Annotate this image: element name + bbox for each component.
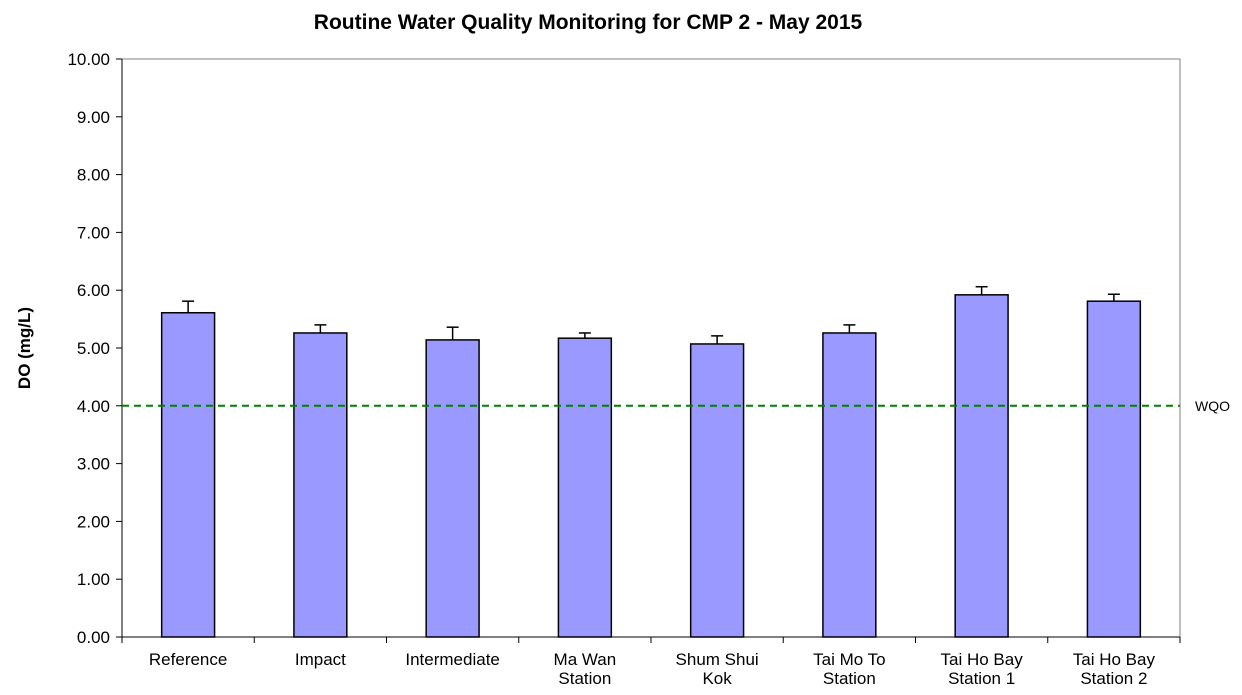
chart-title: Routine Water Quality Monitoring for CMP… xyxy=(314,11,863,34)
error-bar xyxy=(314,324,327,333)
bar xyxy=(954,294,1009,638)
error-bar xyxy=(711,335,724,344)
bar xyxy=(689,343,745,638)
error-bar xyxy=(1107,293,1120,302)
x-tick-label: Tai Ho Bay Station 2 xyxy=(1072,650,1155,688)
error-bar xyxy=(975,285,988,295)
y-tick-label: 3.00 xyxy=(77,455,110,474)
bar xyxy=(557,337,613,638)
y-axis-title: DO (mg/L) xyxy=(15,307,34,389)
y-tick-label: 4.00 xyxy=(77,397,110,416)
y-tick-label: 9.00 xyxy=(77,108,110,127)
error-bar xyxy=(578,332,591,339)
y-tick-label: 6.00 xyxy=(77,281,110,300)
error-bar xyxy=(446,326,459,340)
y-tick-label: 8.00 xyxy=(77,166,110,185)
error-bar xyxy=(182,300,195,313)
x-tick-label: Tai Ho Bay Station 1 xyxy=(940,650,1023,688)
y-tick-label: 7.00 xyxy=(77,223,110,242)
y-tick-label: 2.00 xyxy=(77,512,110,531)
x-tick-label: Tai Mo To Station xyxy=(813,650,886,688)
y-tick-label: 0.00 xyxy=(77,628,110,647)
bar xyxy=(425,339,480,638)
plot-frame xyxy=(121,58,1181,638)
y-tick-label: 10.00 xyxy=(67,50,110,69)
bar xyxy=(1086,300,1142,638)
y-tick-label: 5.00 xyxy=(77,339,110,358)
error-bar xyxy=(843,324,856,333)
x-tick-label: Ma Wan Station xyxy=(553,650,617,688)
x-tick-label: Shum Shui Kok xyxy=(675,650,759,688)
bar xyxy=(293,332,348,638)
x-tick-label: Reference xyxy=(148,650,228,669)
bar xyxy=(160,311,216,638)
bar xyxy=(822,332,877,638)
x-tick-label: Impact xyxy=(294,650,346,669)
x-tick-label: Intermediate xyxy=(405,650,500,669)
reference-label: WQO xyxy=(1195,398,1230,414)
y-tick-label: 1.00 xyxy=(77,570,110,589)
